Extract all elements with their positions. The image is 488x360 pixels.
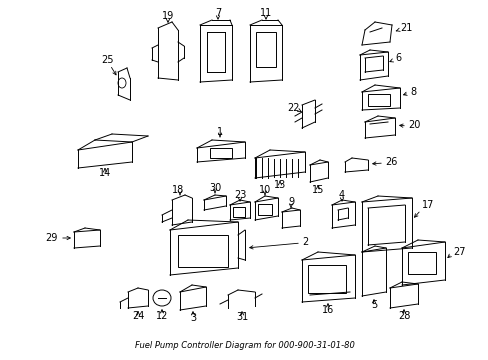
Text: 25: 25 <box>102 55 114 65</box>
Text: 30: 30 <box>208 183 221 193</box>
Text: 14: 14 <box>99 168 111 178</box>
Text: 11: 11 <box>259 8 271 18</box>
Text: 22: 22 <box>287 103 299 113</box>
Bar <box>178 235 227 267</box>
Text: 3: 3 <box>189 313 196 323</box>
Text: 10: 10 <box>258 185 270 195</box>
Text: 15: 15 <box>311 185 324 195</box>
Text: 7: 7 <box>214 8 221 18</box>
Ellipse shape <box>153 290 171 306</box>
Text: 28: 28 <box>397 311 409 321</box>
Bar <box>407 252 435 274</box>
Bar <box>307 265 346 293</box>
Text: 8: 8 <box>409 87 415 97</box>
Text: 19: 19 <box>162 11 174 21</box>
Text: 29: 29 <box>45 233 58 243</box>
Bar <box>209 148 231 158</box>
Text: 20: 20 <box>407 120 420 130</box>
Text: 9: 9 <box>287 197 293 207</box>
Text: 23: 23 <box>233 190 245 200</box>
Text: 26: 26 <box>384 157 397 167</box>
Bar <box>367 94 389 106</box>
Bar <box>258 204 271 215</box>
Text: 12: 12 <box>156 311 168 321</box>
Text: 1: 1 <box>217 127 223 137</box>
Text: 31: 31 <box>235 312 247 322</box>
Text: 27: 27 <box>452 247 465 257</box>
Text: Fuel Pump Controller Diagram for 000-900-31-01-80: Fuel Pump Controller Diagram for 000-900… <box>134 341 354 350</box>
Text: 24: 24 <box>132 311 144 321</box>
Text: 2: 2 <box>302 237 307 247</box>
Text: 17: 17 <box>421 200 433 210</box>
Text: 21: 21 <box>399 23 411 33</box>
Bar <box>256 32 275 67</box>
Text: 4: 4 <box>338 190 345 200</box>
Text: 18: 18 <box>171 185 184 195</box>
Text: 16: 16 <box>321 305 333 315</box>
Text: 5: 5 <box>370 300 376 310</box>
Text: 6: 6 <box>394 53 400 63</box>
Text: 13: 13 <box>273 180 285 190</box>
Ellipse shape <box>118 78 126 88</box>
Bar <box>232 207 244 217</box>
